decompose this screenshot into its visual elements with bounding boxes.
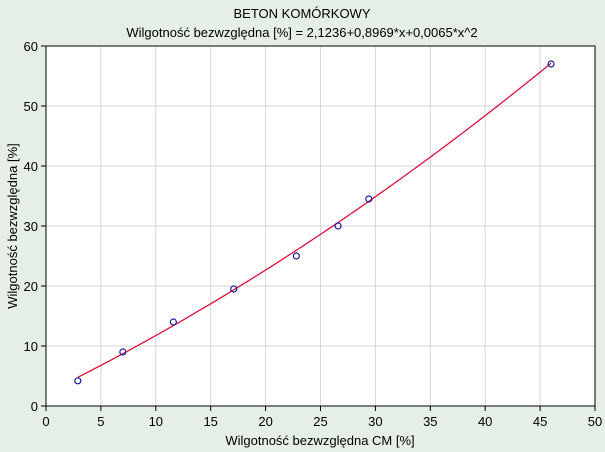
y-tick-label: 50 (24, 99, 38, 114)
x-tick-label: 20 (258, 414, 272, 429)
fit-curve-group (77, 62, 552, 378)
y-tick-label: 40 (24, 159, 38, 174)
x-tick-label: 35 (423, 414, 437, 429)
y-tick-label: 60 (24, 39, 38, 54)
x-tick-label: 30 (368, 414, 382, 429)
y-tick-labels: 0 10 20 30 40 50 60 (24, 39, 38, 414)
chart-subtitle: Wilgotność bezwzględna [%] = 2,1236+0,89… (126, 25, 477, 40)
y-tick-label: 20 (24, 279, 38, 294)
y-tick-label: 0 (31, 399, 38, 414)
x-tick-label: 25 (313, 414, 327, 429)
y-tick-label: 10 (24, 339, 38, 354)
x-tick-label: 15 (203, 414, 217, 429)
y-tick-label: 30 (24, 219, 38, 234)
data-point (230, 285, 238, 293)
x-tick-label: 0 (42, 414, 49, 429)
data-point (547, 60, 555, 68)
x-tick-label: 10 (149, 414, 163, 429)
x-tick-label: 50 (588, 414, 602, 429)
data-point (292, 252, 300, 260)
x-tick-label: 45 (533, 414, 547, 429)
x-tick-labels: 0 5 10 15 20 25 30 35 40 45 50 (42, 414, 602, 429)
data-point (365, 195, 373, 203)
x-tick-label: 40 (478, 414, 492, 429)
x-axis-label: Wilgotność bezwzględna CM [%] (225, 433, 414, 448)
data-point (119, 348, 127, 356)
fit-curve (77, 62, 552, 378)
chart-title: BETON KOMÓRKOWY (234, 6, 371, 21)
data-point (169, 318, 177, 326)
data-points (74, 60, 555, 385)
data-point (334, 222, 342, 230)
y-axis-label: Wilgotność bezwzględna [%] (5, 143, 20, 308)
x-tick-label: 5 (97, 414, 104, 429)
axes (41, 45, 596, 411)
data-point (74, 377, 82, 385)
grid (46, 46, 595, 406)
